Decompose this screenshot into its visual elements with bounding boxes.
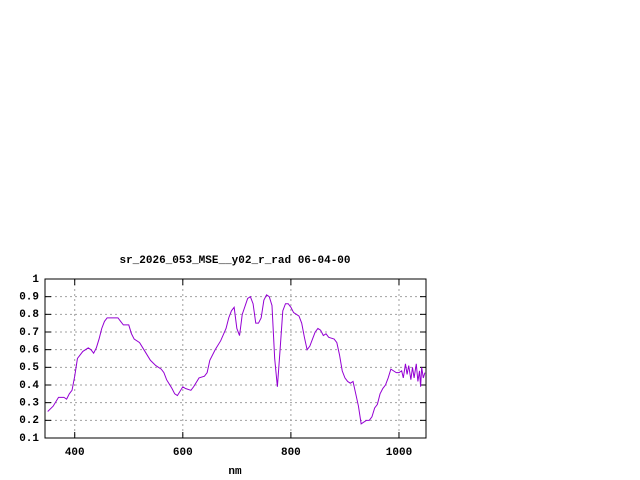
y-tick-label: 0.4 — [19, 380, 39, 392]
y-tick-label: 0.6 — [19, 345, 39, 357]
y-tick-label: 0.2 — [19, 415, 39, 427]
plot-border — [44, 278, 427, 439]
y-tick-label: 0.5 — [19, 362, 39, 374]
chart-title: sr_2026_053_MSE__y02_r_rad 06-04-00 — [119, 255, 350, 267]
data-line — [47, 294, 426, 425]
y-tick-label: 1 — [32, 274, 39, 286]
x-axis-label: nm — [228, 466, 242, 478]
y-tick-label: 0.3 — [19, 398, 39, 410]
y-tick-label: 0.1 — [19, 433, 39, 445]
x-tick-label: 600 — [173, 447, 193, 459]
y-tick-label: 0.8 — [19, 309, 39, 321]
y-tick-label: 0.7 — [19, 327, 39, 339]
y-tick-label: 0.9 — [19, 292, 39, 304]
x-tick-label: 400 — [65, 447, 85, 459]
x-tick-label: 1000 — [386, 447, 412, 459]
x-tick-label: 800 — [281, 447, 301, 459]
